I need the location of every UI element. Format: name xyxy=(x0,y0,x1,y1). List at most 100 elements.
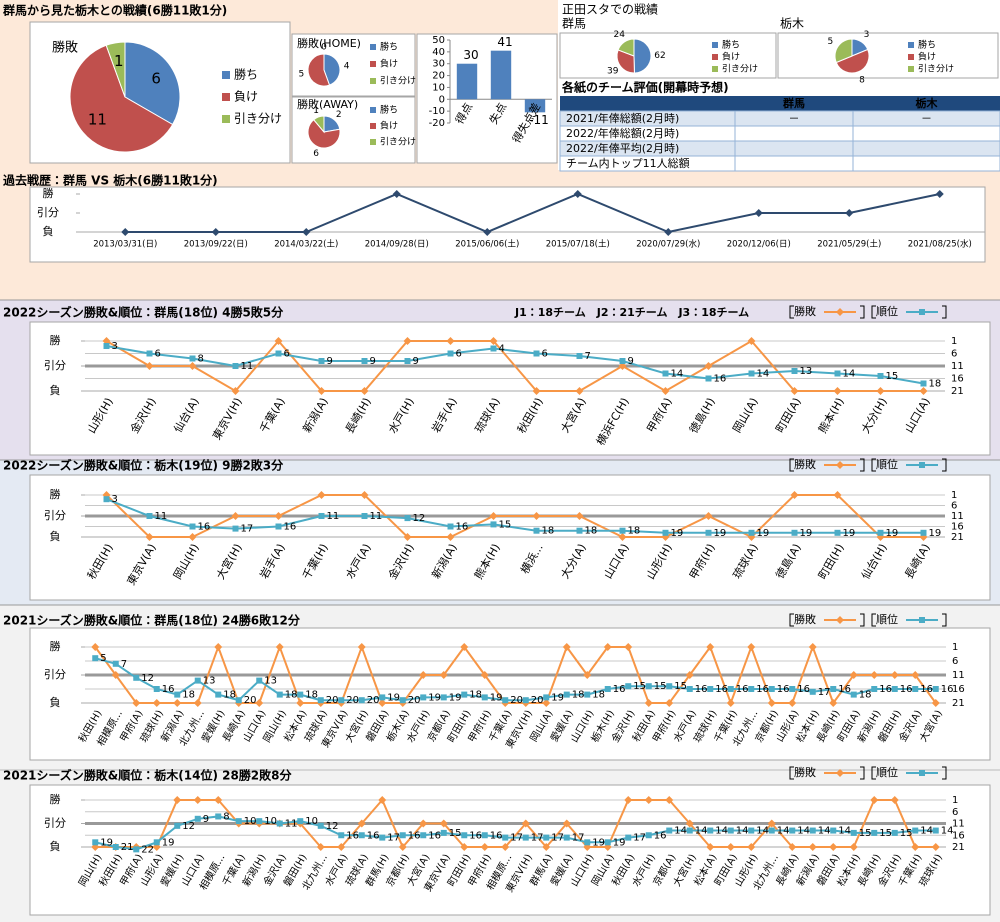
marker xyxy=(583,671,592,679)
marker xyxy=(174,691,181,698)
marker xyxy=(121,228,130,236)
marker xyxy=(707,686,714,692)
legend-swatch xyxy=(908,66,914,72)
marker xyxy=(297,818,304,825)
data-label: 14 xyxy=(920,826,933,837)
chart-subtitle: 勝敗 xyxy=(52,41,78,56)
data-label: 16 xyxy=(777,684,790,695)
data-label: 9 xyxy=(203,814,209,825)
marker xyxy=(275,523,282,530)
data-label: 17 xyxy=(241,524,254,535)
y2-tick-label: 6 xyxy=(951,349,957,360)
data-label: 11 xyxy=(285,819,298,830)
marker xyxy=(189,523,196,530)
marker xyxy=(153,686,160,692)
marker xyxy=(214,643,223,651)
marker xyxy=(830,827,837,834)
marker xyxy=(931,843,940,851)
slice-label: 0 xyxy=(321,43,327,53)
marker xyxy=(624,643,633,651)
data-label: 6 xyxy=(155,349,161,360)
legend-label: 順位 xyxy=(876,458,898,471)
marker xyxy=(661,387,670,395)
marker xyxy=(481,694,488,701)
marker xyxy=(834,529,841,536)
data-label: 10 xyxy=(305,816,318,827)
slice-label: 5 xyxy=(828,37,834,47)
legend-label: 負け xyxy=(380,58,398,70)
marker xyxy=(358,697,365,704)
marker xyxy=(214,796,223,804)
y2-tick-label: 6 xyxy=(952,656,958,667)
marker xyxy=(935,190,944,198)
data-label: 8 xyxy=(198,354,204,365)
x-tick-label: 2014/03/22(土) xyxy=(274,239,338,250)
marker xyxy=(361,513,368,519)
marker xyxy=(232,525,239,532)
marker xyxy=(645,683,652,690)
marker xyxy=(829,699,838,707)
bar xyxy=(524,99,546,113)
marker xyxy=(447,350,454,357)
data-label: 16 xyxy=(456,522,469,533)
bar xyxy=(490,50,512,100)
marker xyxy=(604,686,611,692)
data-label: 18 xyxy=(182,690,195,701)
data-label: 18 xyxy=(628,526,641,537)
section-title: 正田スタでの戦績 xyxy=(562,2,658,17)
marker xyxy=(481,832,488,839)
marker xyxy=(461,691,468,698)
marker xyxy=(357,819,366,828)
marker xyxy=(378,796,387,804)
data-label: 21 xyxy=(121,842,134,853)
slice-label: 11 xyxy=(88,111,107,129)
legend-bracket xyxy=(860,458,865,472)
data-label: 14 xyxy=(671,369,684,380)
marker xyxy=(235,697,242,704)
marker xyxy=(876,387,885,395)
marker xyxy=(358,832,365,839)
marker xyxy=(619,358,626,364)
marker xyxy=(317,822,324,829)
slice-label: 2 xyxy=(336,110,342,120)
marker xyxy=(919,387,928,395)
data-label: 16 xyxy=(695,684,708,695)
data-label: 9 xyxy=(628,356,634,367)
series-line xyxy=(105,339,924,393)
legend-label: 勝ち xyxy=(380,41,398,53)
marker xyxy=(91,643,100,651)
marker xyxy=(685,819,694,828)
data-label: 7 xyxy=(121,659,127,670)
legend-label: 勝ち xyxy=(234,67,258,82)
marker xyxy=(398,843,407,851)
chart-box xyxy=(29,784,991,916)
y2-tick-label: 1 xyxy=(952,642,958,653)
data-label: 19 xyxy=(843,528,856,539)
legend-bracket xyxy=(860,766,865,780)
legend-label: 負け xyxy=(234,90,258,104)
x-tick-label: 2021/05/29(土) xyxy=(817,239,881,250)
marker xyxy=(399,697,406,704)
legend-swatch xyxy=(908,42,914,48)
marker xyxy=(829,843,838,851)
y2-tick-label: 21 xyxy=(952,698,965,709)
series-line xyxy=(105,494,924,539)
y-tick-label: 負 xyxy=(50,840,61,853)
data-label: 3 xyxy=(112,494,118,505)
marker xyxy=(662,370,669,377)
x-tick-label: 2021/08/25(水) xyxy=(908,239,972,250)
data-label: 9 xyxy=(327,356,333,367)
data-label: 11 xyxy=(327,511,340,522)
marker xyxy=(103,343,110,349)
marker xyxy=(317,697,324,704)
legend-swatch xyxy=(370,123,376,129)
pie-slice xyxy=(307,119,341,149)
legend-bracket xyxy=(871,613,876,627)
legend-label: 順位 xyxy=(876,305,898,318)
data-label: 10 xyxy=(264,816,277,827)
marker xyxy=(501,843,510,851)
marker xyxy=(215,813,222,820)
marker xyxy=(767,819,776,828)
slice-label: 6 xyxy=(313,149,319,159)
marker xyxy=(662,529,669,536)
